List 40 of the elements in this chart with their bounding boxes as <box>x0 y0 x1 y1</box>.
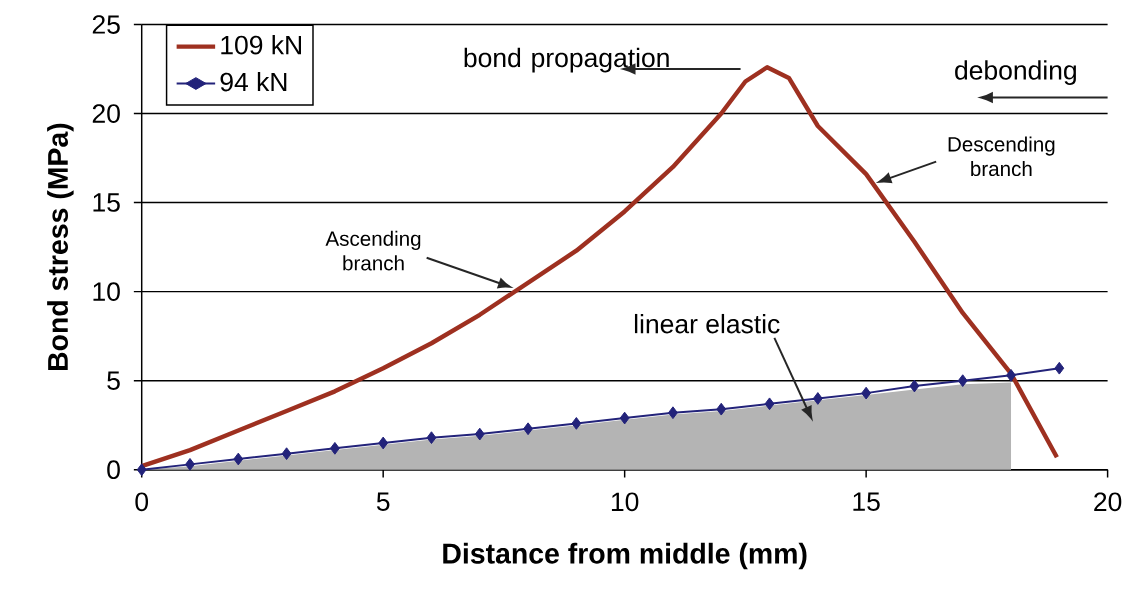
x-axis-title: Distance from middle (mm) <box>443 542 807 570</box>
legend-label: 94 kN <box>220 71 287 92</box>
y-tick-label: 20 <box>92 104 120 123</box>
legend-label: 109 kN <box>221 34 301 55</box>
y-tick-label: 0 <box>107 460 120 480</box>
point <box>571 416 582 430</box>
point <box>619 411 630 425</box>
y-tick-label: 15 <box>93 193 120 212</box>
x-tick-label: 5 <box>376 492 390 511</box>
annotation: linear elastic <box>634 313 780 334</box>
point <box>764 397 775 411</box>
point <box>668 406 678 420</box>
point <box>1054 361 1065 375</box>
y-tick-label: 25 <box>92 15 120 34</box>
point <box>1006 368 1016 382</box>
point <box>378 436 389 450</box>
y-tick-label: 10 <box>93 282 120 301</box>
annotation: Descending branch <box>948 136 1055 177</box>
point <box>185 457 195 471</box>
point <box>426 431 437 444</box>
y-tick-label: 5 <box>107 371 120 390</box>
point <box>909 379 920 393</box>
point <box>233 452 244 466</box>
annotation: Ascending branch <box>325 230 421 271</box>
point <box>861 386 872 400</box>
annotation: debonding <box>955 60 1076 85</box>
point <box>523 422 533 436</box>
point <box>281 447 292 460</box>
x-tick-label: 20 <box>1094 492 1122 512</box>
x-tick-label: 0 <box>135 492 149 512</box>
annotation: bond propagation <box>464 47 669 73</box>
point <box>329 441 340 455</box>
x-tick-label: 15 <box>853 492 880 511</box>
point <box>957 374 968 387</box>
point <box>812 392 823 405</box>
x-tick-label: 10 <box>611 492 639 512</box>
point <box>136 463 147 477</box>
y-axis-title: Bond stress (MPa) <box>47 123 74 370</box>
point <box>474 427 485 441</box>
point <box>716 402 727 416</box>
